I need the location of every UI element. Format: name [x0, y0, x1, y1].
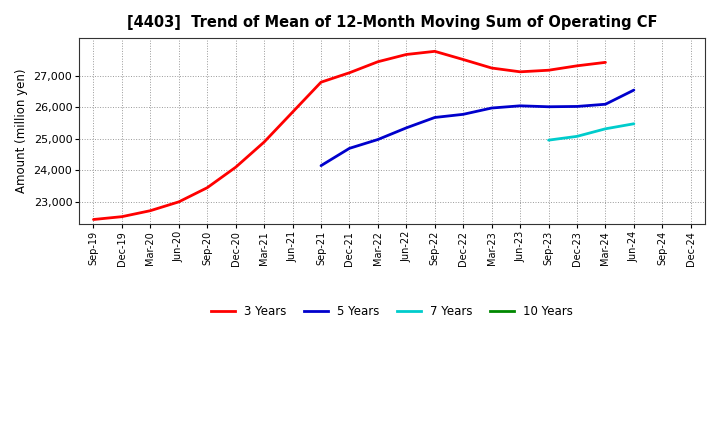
Y-axis label: Amount (million yen): Amount (million yen): [15, 69, 28, 193]
Legend: 3 Years, 5 Years, 7 Years, 10 Years: 3 Years, 5 Years, 7 Years, 10 Years: [206, 301, 578, 323]
Title: [4403]  Trend of Mean of 12-Month Moving Sum of Operating CF: [4403] Trend of Mean of 12-Month Moving …: [127, 15, 657, 30]
